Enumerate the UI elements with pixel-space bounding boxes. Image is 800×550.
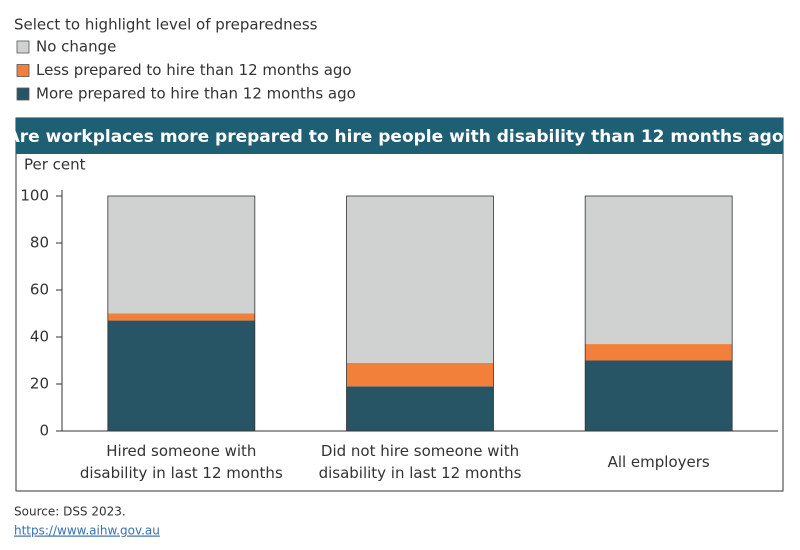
- source-link[interactable]: https://www.aihw.gov.au: [14, 524, 160, 538]
- chart-title: Are workplaces more prepared to hire peo…: [7, 127, 794, 147]
- bar-segment: [585, 344, 733, 361]
- legend-swatch[interactable]: [16, 64, 30, 77]
- bar-outline: [107, 195, 256, 432]
- legend-swatch[interactable]: [16, 87, 30, 101]
- x-tick-label: All employers: [607, 453, 710, 471]
- bar-segment: [107, 320, 255, 431]
- legend-label[interactable]: Less prepared to hire than 12 months ago: [36, 61, 352, 79]
- y-tick-label: 100: [20, 187, 49, 205]
- y-tick-label: 80: [30, 234, 49, 252]
- bar-segment: [585, 360, 733, 431]
- legend-swatch[interactable]: [16, 40, 30, 54]
- legend-title: Select to highlight level of preparednes…: [14, 16, 318, 34]
- legend-label[interactable]: More prepared to hire than 12 months ago: [36, 85, 356, 103]
- bar-segment: [346, 196, 494, 363]
- bar-segment: [107, 196, 255, 314]
- bar-outline: [584, 195, 733, 432]
- y-tick-label: 40: [30, 328, 49, 346]
- y-tick-label: 20: [30, 375, 49, 393]
- bar-outline: [346, 195, 494, 432]
- x-tick-label: Hired someone with disability in last 12…: [79, 442, 283, 482]
- bar-segment: [346, 362, 494, 387]
- bar-segment: [107, 313, 255, 321]
- legend-label[interactable]: No change: [36, 38, 116, 56]
- source: Source: DSS 2023.: [14, 505, 126, 519]
- bar-segment: [346, 386, 494, 431]
- bar-segment: [585, 196, 733, 345]
- title-bar: [16, 118, 783, 154]
- y-axis-label: Per cent: [24, 156, 86, 174]
- x-tick-label: Did not hire someone with disability in …: [318, 442, 522, 482]
- y-tick-label: 60: [30, 281, 49, 299]
- y-tick-label: 0: [39, 422, 49, 440]
